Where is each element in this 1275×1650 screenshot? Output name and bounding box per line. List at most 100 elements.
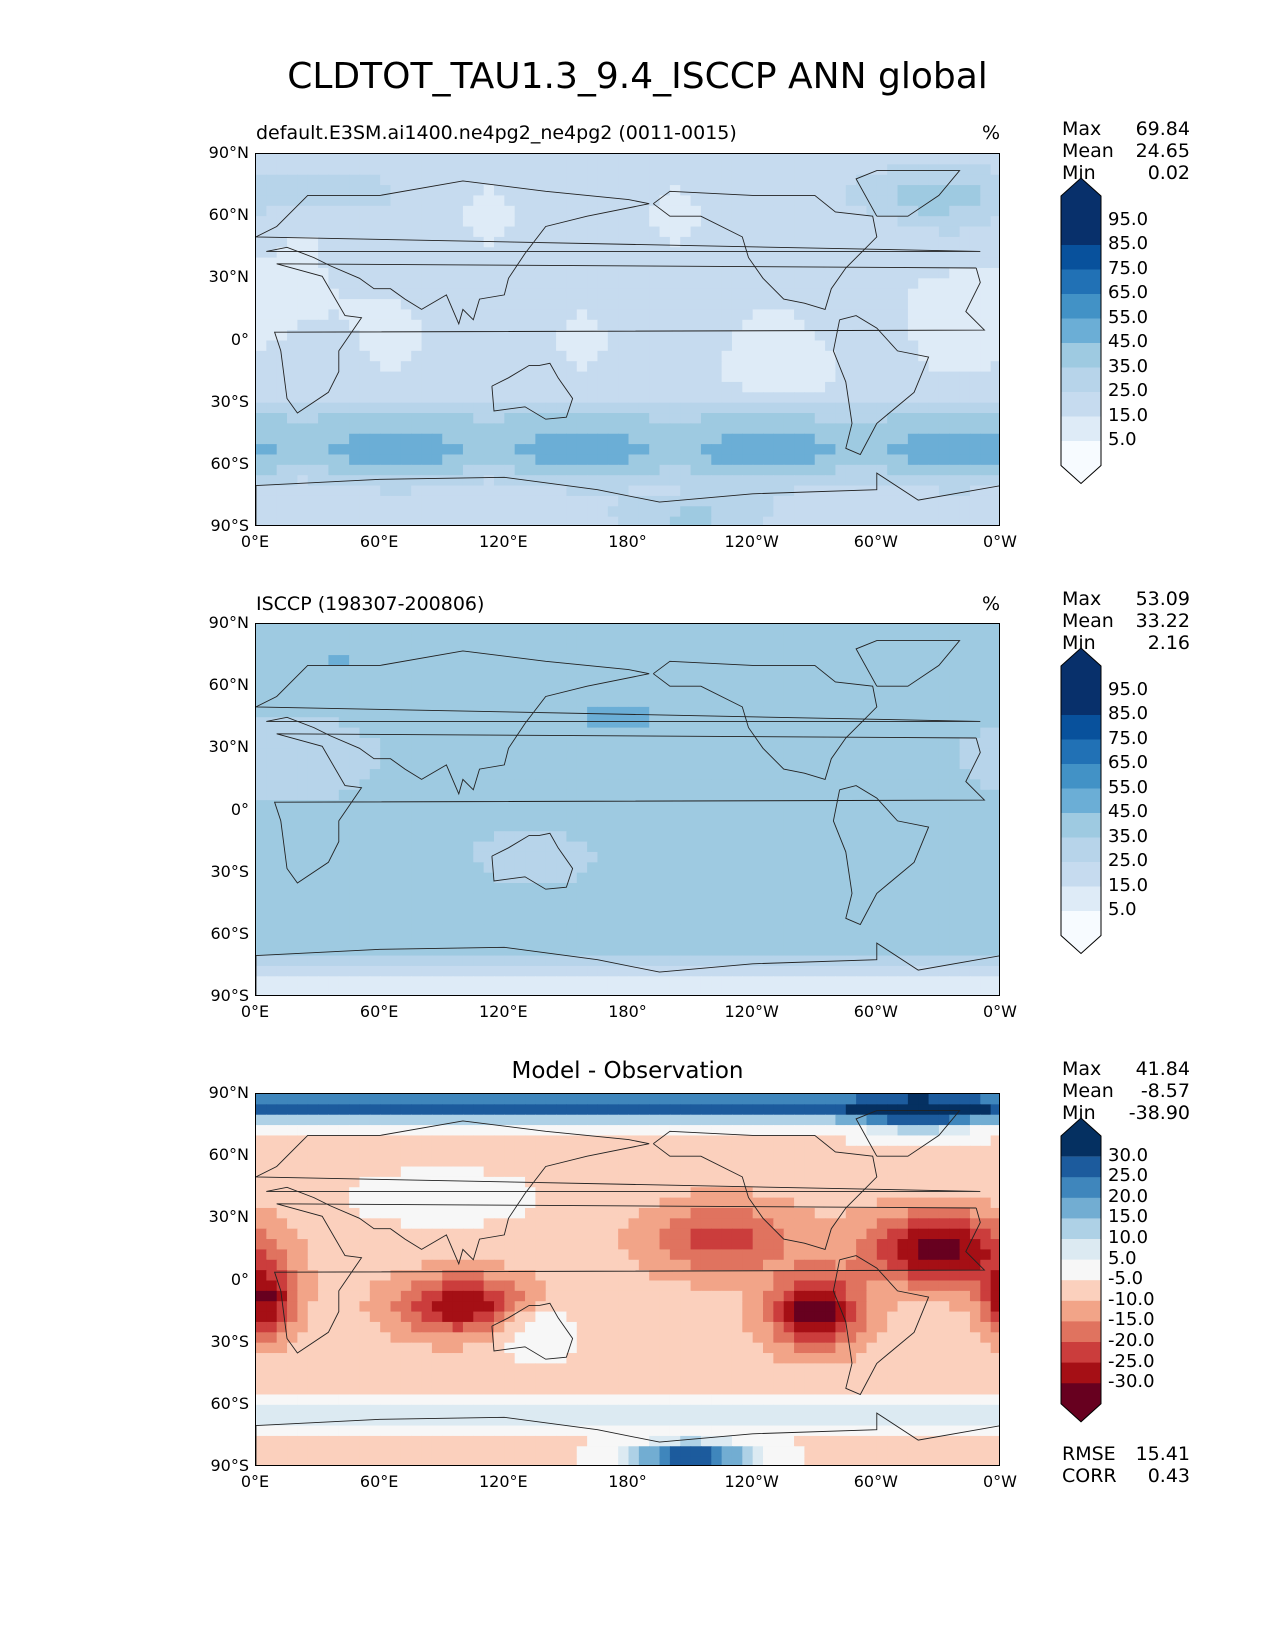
stat-label: Max bbox=[1062, 118, 1102, 140]
field-cell bbox=[587, 185, 599, 197]
field-cell bbox=[276, 862, 288, 874]
field-cell bbox=[483, 717, 495, 729]
field-cell bbox=[628, 371, 640, 383]
field-cell bbox=[556, 727, 568, 739]
field-cell bbox=[690, 371, 702, 383]
field-cell bbox=[949, 624, 961, 635]
field-cell bbox=[607, 737, 619, 749]
field-cell bbox=[969, 883, 981, 894]
field-cell bbox=[887, 309, 899, 321]
field-cell bbox=[980, 247, 992, 259]
field-cell bbox=[659, 330, 671, 342]
field-cell bbox=[442, 278, 454, 290]
field-cell bbox=[545, 288, 557, 300]
field-cell bbox=[576, 851, 588, 863]
field-cell bbox=[649, 737, 661, 749]
field-cell bbox=[618, 247, 630, 259]
field-cell bbox=[700, 779, 712, 791]
field-cell bbox=[752, 800, 764, 812]
field-cell bbox=[804, 423, 816, 435]
field-cell bbox=[752, 696, 764, 708]
field-cell bbox=[493, 779, 505, 791]
field-cell bbox=[514, 361, 526, 373]
field-cell bbox=[742, 257, 754, 269]
field-cell bbox=[628, 841, 640, 853]
field-cell bbox=[690, 624, 702, 635]
field-cell bbox=[597, 267, 609, 279]
field-cell bbox=[700, 185, 712, 197]
field-cell bbox=[794, 800, 806, 812]
field-cell bbox=[680, 779, 692, 791]
field-cell bbox=[618, 820, 630, 832]
field-cell bbox=[628, 340, 640, 352]
field-cell bbox=[928, 247, 940, 259]
field-cell bbox=[969, 727, 981, 739]
field-cell bbox=[359, 257, 371, 269]
field-cell bbox=[483, 945, 495, 957]
field-cell bbox=[607, 655, 619, 667]
field-cell bbox=[411, 278, 423, 290]
field-cell bbox=[369, 696, 381, 708]
field-cell bbox=[649, 236, 661, 248]
field-cell bbox=[856, 381, 868, 393]
field-cell bbox=[835, 185, 847, 197]
field-cell bbox=[649, 706, 661, 718]
field-cell bbox=[473, 934, 485, 946]
field-cell bbox=[349, 862, 361, 874]
field-cell bbox=[721, 665, 733, 677]
field-cell bbox=[359, 226, 371, 238]
field-cell bbox=[504, 665, 516, 677]
field-cell bbox=[649, 914, 661, 926]
field-cell bbox=[742, 706, 754, 718]
field-cell bbox=[628, 174, 640, 186]
field-cell bbox=[825, 330, 837, 342]
field-cell bbox=[514, 634, 526, 646]
field-cell bbox=[866, 361, 878, 373]
field-cell bbox=[700, 789, 712, 801]
field-cell bbox=[897, 164, 909, 176]
field-cell bbox=[700, 831, 712, 843]
field-cell bbox=[783, 350, 795, 362]
field-cell bbox=[949, 727, 961, 739]
field-cell bbox=[525, 205, 536, 217]
field-cell bbox=[380, 154, 392, 165]
field-cell bbox=[814, 444, 826, 456]
field-cell bbox=[297, 644, 309, 656]
field-cell bbox=[400, 789, 412, 801]
field-cell bbox=[794, 330, 806, 342]
field-cell bbox=[307, 706, 319, 718]
field-cell bbox=[690, 516, 702, 525]
field-cell bbox=[607, 257, 619, 269]
field-cell bbox=[359, 516, 371, 525]
field-cell bbox=[711, 841, 723, 853]
field-cell bbox=[421, 675, 433, 687]
field-cell bbox=[380, 402, 392, 414]
field-cell bbox=[783, 288, 795, 300]
field-cell bbox=[587, 924, 599, 936]
field-cell bbox=[462, 402, 474, 414]
field-cell bbox=[328, 205, 340, 217]
field-cell bbox=[452, 330, 464, 342]
field-cell bbox=[607, 893, 619, 905]
field-cell bbox=[835, 810, 847, 822]
field-cell bbox=[690, 893, 702, 905]
field-cell bbox=[690, 413, 702, 424]
field-cell bbox=[814, 174, 826, 186]
field-cell bbox=[349, 392, 361, 404]
field-cell bbox=[938, 655, 950, 667]
field-cell bbox=[659, 361, 671, 373]
field-cell bbox=[349, 350, 361, 362]
field-cell bbox=[359, 185, 371, 197]
field-cell bbox=[731, 444, 743, 456]
field-cell bbox=[907, 655, 919, 667]
field-cell bbox=[483, 174, 495, 186]
field-cell bbox=[825, 851, 837, 863]
field-cell bbox=[742, 288, 754, 300]
field-cell bbox=[380, 851, 392, 863]
colorbar-swatch bbox=[1061, 318, 1101, 344]
field-cell bbox=[897, 800, 909, 812]
field-cell bbox=[659, 696, 671, 708]
field-cell bbox=[845, 485, 857, 497]
field-cell bbox=[887, 195, 899, 207]
field-cell bbox=[835, 675, 847, 687]
